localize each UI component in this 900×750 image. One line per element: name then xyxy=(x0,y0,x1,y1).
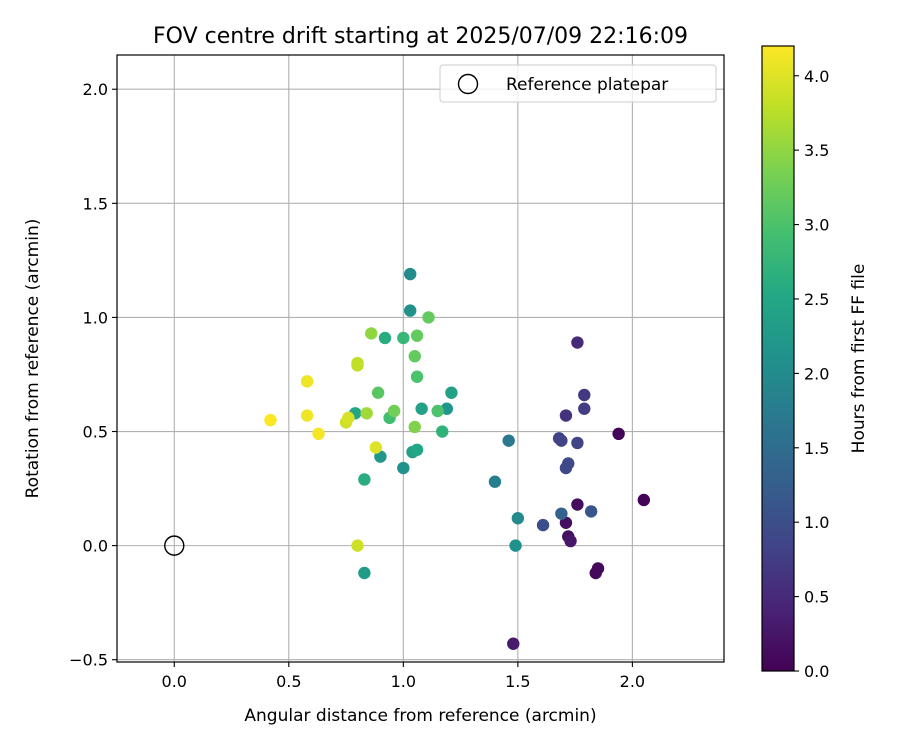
data-point xyxy=(637,493,651,507)
x-tick-label: 1.5 xyxy=(505,672,530,691)
legend: Reference platepar xyxy=(439,64,717,103)
data-point xyxy=(369,441,383,454)
y-tick-label: 2.0 xyxy=(83,80,108,99)
data-point xyxy=(351,356,364,370)
data-point xyxy=(342,411,355,425)
data-point xyxy=(365,327,378,340)
colorbar-tick-label: 3.0 xyxy=(804,216,829,235)
y-tick-label: 0.5 xyxy=(83,423,108,442)
data-point xyxy=(488,475,502,488)
data-point xyxy=(358,473,371,486)
colorbar-tick-label: 1.5 xyxy=(804,439,829,458)
data-point xyxy=(408,350,421,363)
data-point xyxy=(559,461,573,475)
colorbar: 0.0 0.5 1.0 1.5 2.0 2.5 3.0 3.5 4.0 Hours from f… xyxy=(761,45,869,681)
y-tick-label: −0.5 xyxy=(69,651,108,670)
data-point xyxy=(264,413,277,427)
data-point xyxy=(403,267,417,281)
data-point xyxy=(300,409,314,422)
data-point xyxy=(387,404,401,418)
colorbar-tick-label: 0.0 xyxy=(804,662,829,681)
colorbar-tick-label: 1.0 xyxy=(804,513,829,532)
data-point xyxy=(536,518,550,532)
colorbar-label: Hours from first FF file xyxy=(849,264,869,454)
x-tick-label: 1.0 xyxy=(391,672,416,691)
data-point xyxy=(415,402,428,415)
legend-marker-reference xyxy=(457,73,479,95)
x-tick-label: 0.0 xyxy=(162,672,187,691)
data-point xyxy=(571,498,584,511)
colorbar-tick-label: 4.0 xyxy=(804,67,829,86)
data-point xyxy=(555,434,568,447)
data-point xyxy=(410,370,424,383)
data-point xyxy=(555,507,568,520)
data-point xyxy=(564,534,577,548)
reference-marker xyxy=(164,535,185,556)
data-point xyxy=(408,420,421,434)
data-point xyxy=(509,539,522,552)
colorbar-gradient xyxy=(761,45,795,672)
data-point xyxy=(578,402,591,415)
data-point xyxy=(589,566,602,580)
data-point xyxy=(571,336,584,349)
data-point xyxy=(612,427,625,441)
legend-box xyxy=(439,64,717,103)
data-point xyxy=(378,331,392,345)
data-points xyxy=(264,267,651,650)
y-axis-label: Rotation from reference (arcmin) xyxy=(23,219,43,499)
data-point xyxy=(410,329,424,342)
data-point xyxy=(397,461,410,475)
data-point xyxy=(571,436,584,450)
chart-title: FOV centre drift starting at 2025/07/09 … xyxy=(153,24,688,49)
data-point xyxy=(445,386,458,399)
colorbar-ticks: 0.0 0.5 1.0 1.5 2.0 2.5 3.0 3.5 4.0 xyxy=(794,67,829,681)
y-axis-ticks: −0.5 0.0 0.5 1.0 1.5 2.0 xyxy=(69,80,117,670)
colorbar-tick-label: 0.5 xyxy=(804,588,829,607)
data-point xyxy=(403,304,417,317)
data-point xyxy=(578,388,591,402)
data-point xyxy=(351,539,364,552)
data-point xyxy=(300,375,314,388)
data-point xyxy=(436,425,449,438)
colorbar-tick-label: 3.5 xyxy=(804,141,829,160)
data-point xyxy=(410,443,424,456)
data-point xyxy=(502,434,515,447)
y-tick-label: 0.0 xyxy=(83,537,108,556)
data-point xyxy=(507,637,520,650)
x-tick-label: 2.0 xyxy=(620,672,645,691)
data-point xyxy=(397,331,410,345)
data-point xyxy=(559,516,573,530)
x-tick-label: 0.5 xyxy=(276,672,301,691)
data-point xyxy=(371,386,385,399)
data-point xyxy=(584,505,598,518)
data-point xyxy=(422,311,435,324)
data-point xyxy=(360,407,373,420)
x-axis-label: Angular distance from reference (arcmin) xyxy=(244,706,596,726)
x-axis-ticks: 0.0 0.5 1.0 1.5 2.0 xyxy=(162,662,645,691)
data-point xyxy=(511,512,525,525)
grid-lines xyxy=(117,55,724,662)
data-point xyxy=(358,566,371,580)
colorbar-tick-label: 2.0 xyxy=(804,364,829,383)
legend-label-reference: Reference platepar xyxy=(506,75,668,95)
data-point xyxy=(374,450,387,463)
data-point xyxy=(312,427,325,441)
plot-frame xyxy=(116,54,725,663)
y-tick-label: 1.0 xyxy=(83,308,108,327)
data-point xyxy=(431,404,444,418)
y-tick-label: 1.5 xyxy=(83,194,108,213)
data-point xyxy=(559,409,573,422)
reference-marker-group xyxy=(164,535,185,556)
colorbar-tick-label: 2.5 xyxy=(804,290,829,309)
